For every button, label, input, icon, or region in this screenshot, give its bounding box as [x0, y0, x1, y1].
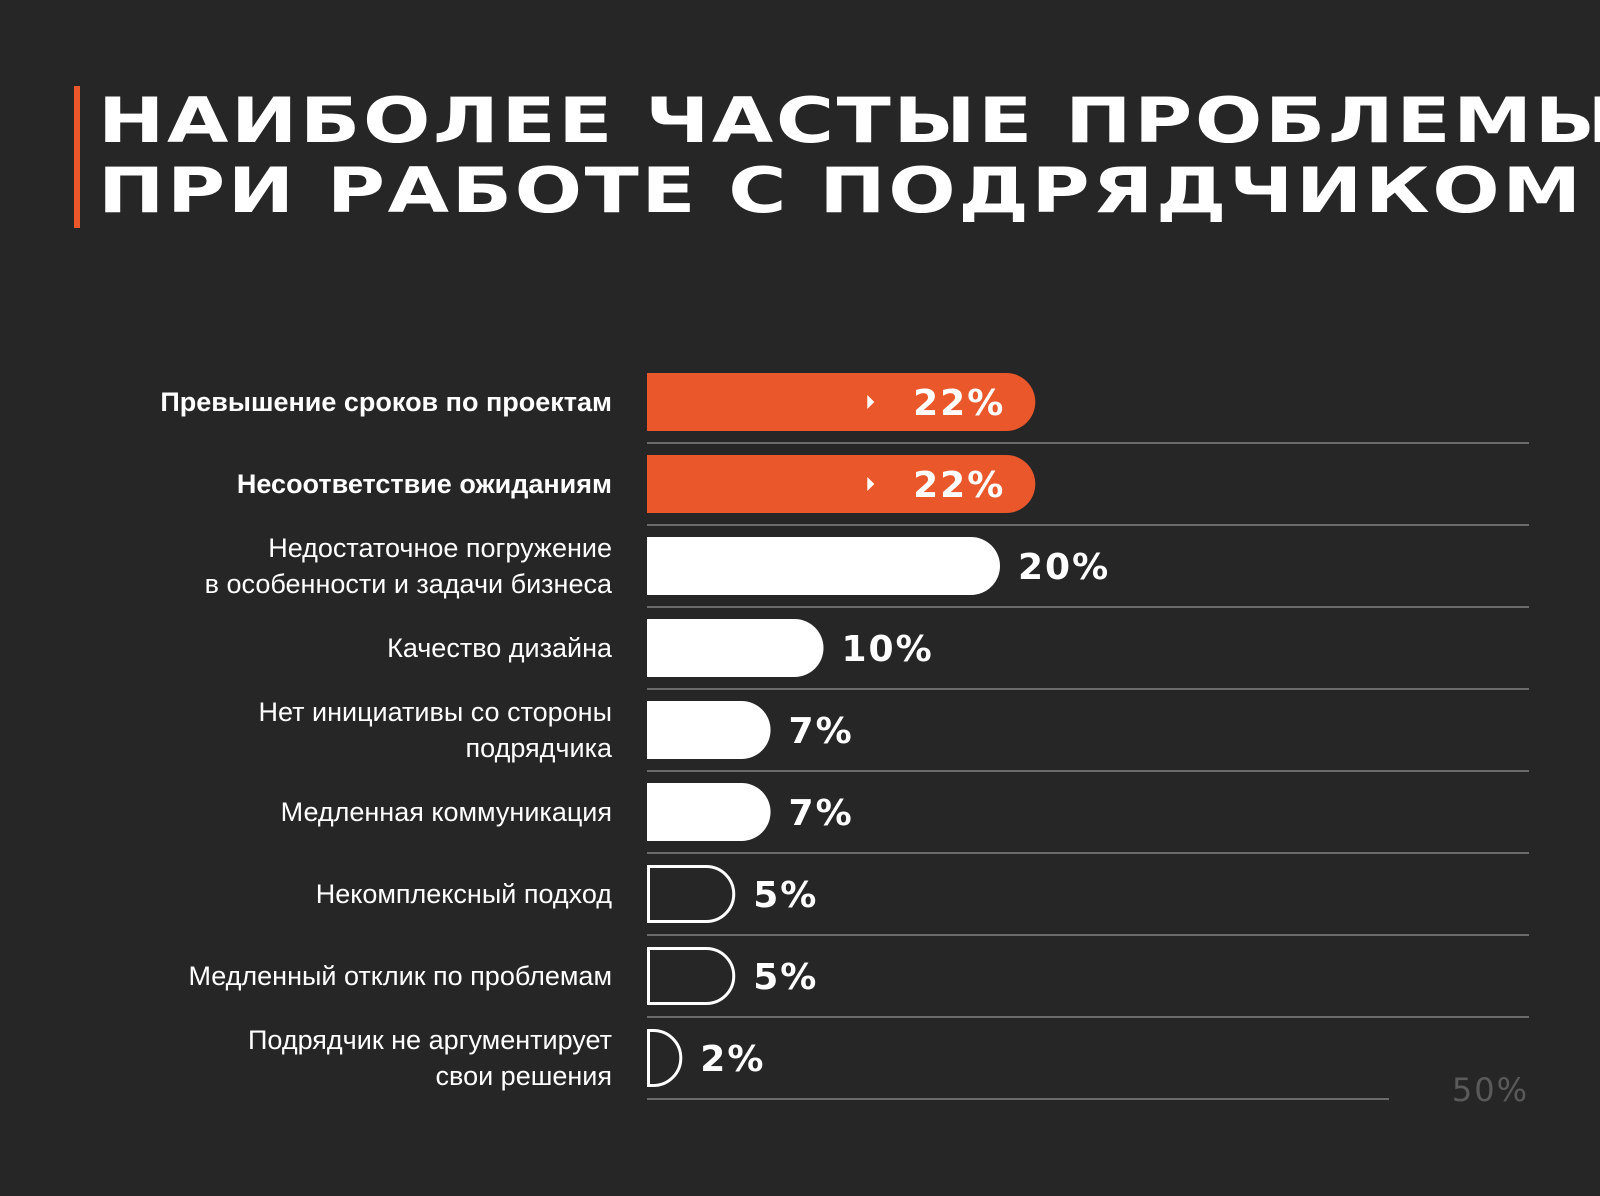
value-label: 7% — [789, 793, 854, 834]
page-title-line-2: ПРИ РАБОТЕ С ПОДРЯДЧИКОМ — [98, 154, 1584, 227]
category-label: подрядчика — [466, 733, 613, 763]
category-label: Некомплексный подход — [316, 879, 613, 909]
category-label: в особенности и задачи бизнеса — [205, 569, 613, 599]
bar — [647, 373, 1036, 431]
bar — [647, 619, 824, 677]
value-label: 22% — [913, 465, 1005, 506]
category-label: Медленный отклик по проблемам — [188, 961, 612, 991]
caret-right-icon — [867, 395, 875, 409]
bar — [647, 455, 1036, 513]
bar — [647, 1029, 683, 1087]
value-label: 10% — [842, 629, 934, 670]
bar — [647, 701, 771, 759]
page-title-line-1: НАИБОЛЕЕ ЧАСТЫЕ ПРОБЛЕМЫ — [98, 84, 1600, 157]
bar — [647, 947, 736, 1005]
category-label: Превышение сроков по проектам — [160, 387, 612, 417]
category-label: Несоответствие ожиданиям — [237, 469, 612, 499]
title-block: НАИБОЛЕЕ ЧАСТЫЕ ПРОБЛЕМЫ ПРИ РАБОТЕ С ПО… — [74, 86, 1600, 228]
bar — [647, 865, 736, 923]
value-label: 5% — [753, 957, 818, 998]
category-label: Недостаточное погружение — [268, 533, 612, 563]
category-label: Подрядчик не аргументирует — [248, 1025, 612, 1055]
value-label: 22% — [913, 383, 1005, 424]
category-label: Нет инициативы со стороны — [259, 697, 612, 727]
category-label: Качество дизайна — [387, 633, 613, 663]
bar — [647, 783, 771, 841]
value-label: 2% — [700, 1039, 765, 1080]
value-label: 7% — [789, 711, 854, 752]
category-label: Медленная коммуникация — [281, 797, 612, 827]
category-label: свои решения — [436, 1061, 612, 1091]
caret-right-icon — [867, 477, 875, 491]
scale-reference-label: 50% — [1452, 1071, 1529, 1109]
bar — [647, 537, 1000, 595]
value-label: 20% — [1018, 547, 1110, 588]
value-label: 5% — [753, 875, 818, 916]
